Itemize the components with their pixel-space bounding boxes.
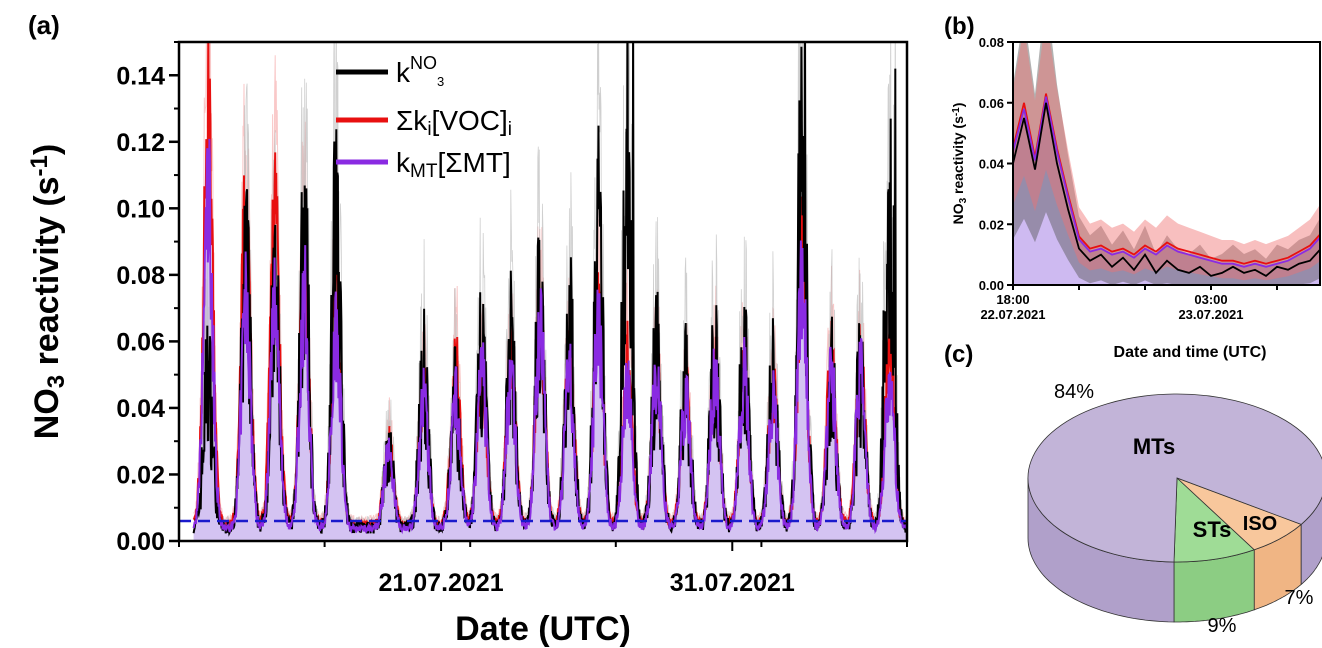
- panel-b-series-k-band: [1013, 42, 1321, 285]
- panel-a-y-ticks: 0.00 0.02 0.04 0.06 0.08 0.10 0.12 0.14: [116, 41, 179, 556]
- panel-b-x-tick-date: 23.07.2021: [1178, 307, 1243, 322]
- panel-a-legend-label: kMT[ΣMT]: [396, 147, 511, 182]
- panel-b-plot-area: [1013, 42, 1321, 285]
- panel-a-y-tick-label: 0.12: [116, 129, 165, 157]
- panel-a-x-tick-label: 21.07.2021: [379, 569, 504, 597]
- panel-a-series-mt: [192, 138, 907, 535]
- panel-b-y-tick-label: 0.08: [979, 35, 1004, 50]
- panel-a-x-ticks: 21.07.2021 31.07.2021: [178, 541, 908, 597]
- panel-c-label: (c): [944, 341, 973, 368]
- panel-a-x-axis-label: Date (UTC): [455, 610, 631, 648]
- pie-slice-MTs: [1027, 393, 1322, 563]
- panel-a-frame: [177, 40, 909, 543]
- pie-label-MTs: MTs: [1133, 434, 1175, 459]
- panel-b-x-tick-time: 03:00: [1194, 292, 1227, 307]
- panel-b-x-tick-time: 18:00: [996, 292, 1029, 307]
- panel-a-y-tick-label: 0.14: [116, 62, 165, 90]
- panel-b-y-axis-label: NO3 reactivity (s-1): [950, 103, 969, 225]
- pie-pct-MTs: 84%: [1054, 381, 1094, 403]
- panel-c: (c) MTs STs ISO 84% 7% 9%: [944, 341, 1322, 637]
- panel-b-x-axis-label: Date and time (UTC): [1114, 344, 1267, 361]
- panel-a-y-tick-label: 0.08: [116, 262, 165, 290]
- panel-a-mt-fill: [193, 138, 907, 541]
- panel-b-y-tick-label: 0.00: [979, 278, 1004, 293]
- panel-a-y-axis-label: NO3 reactivity (s-1): [26, 144, 70, 439]
- pie-side-MTs: [1300, 496, 1322, 586]
- panel-a-y-tick-label: 0.02: [116, 461, 165, 489]
- panel-a-series-group: [179, 42, 907, 541]
- pie-label-ISO: ISO: [1243, 513, 1277, 535]
- panel-b: (b) 0.00 0.02 0.04 0.06 0.08 18:0022.07.2021…: [944, 13, 1321, 361]
- panel-a-legend-label: Σki[VOC]i: [396, 105, 512, 140]
- panel-a-y-tick-label: 0.10: [116, 195, 165, 223]
- panel-a-y-tick-label: 0.04: [116, 395, 165, 423]
- panel-a-legend: kNO3 Σki[VOC]i kMT[ΣMT]: [336, 53, 512, 182]
- panel-b-y-tick-label: 0.04: [979, 157, 1005, 172]
- panel-a-label: (a): [28, 10, 60, 40]
- panel-a-plot-area: [179, 42, 907, 541]
- panel-b-label: (b): [944, 13, 975, 40]
- pie-pct-STs: 9%: [1208, 615, 1237, 637]
- pie-slice-STs: [1173, 477, 1256, 563]
- pie-label-STs: STs: [1193, 517, 1232, 542]
- panel-b-series-group: [1013, 42, 1321, 285]
- panel-b-y-tick-label: 0.06: [979, 96, 1004, 111]
- panel-a-y-tick-label: 0.00: [116, 528, 165, 556]
- panel-b-y-tick-label: 0.02: [979, 217, 1004, 232]
- panel-c-pie-chart: MTs STs ISO 84% 7% 9%: [1027, 381, 1322, 637]
- panel-b-series-mt: [1013, 96, 1321, 268]
- panel-b-x-tick-date: 22.07.2021: [980, 307, 1045, 322]
- panel-b-y-ticks: 0.00 0.02 0.04 0.06 0.08: [979, 35, 1013, 293]
- panel-a-legend-label: kNO3: [396, 53, 444, 88]
- pie-pct-ISO: 7%: [1285, 587, 1314, 609]
- panel-b-series-k: [1013, 102, 1321, 277]
- panel-a-y-tick-label: 0.06: [116, 328, 165, 356]
- panel-a: (a) 0.00 0.02 0.04 0.06 0.08 0.10 0.12 0.14 21.…: [26, 10, 909, 648]
- panel-a-x-tick-label: 31.07.2021: [670, 569, 795, 597]
